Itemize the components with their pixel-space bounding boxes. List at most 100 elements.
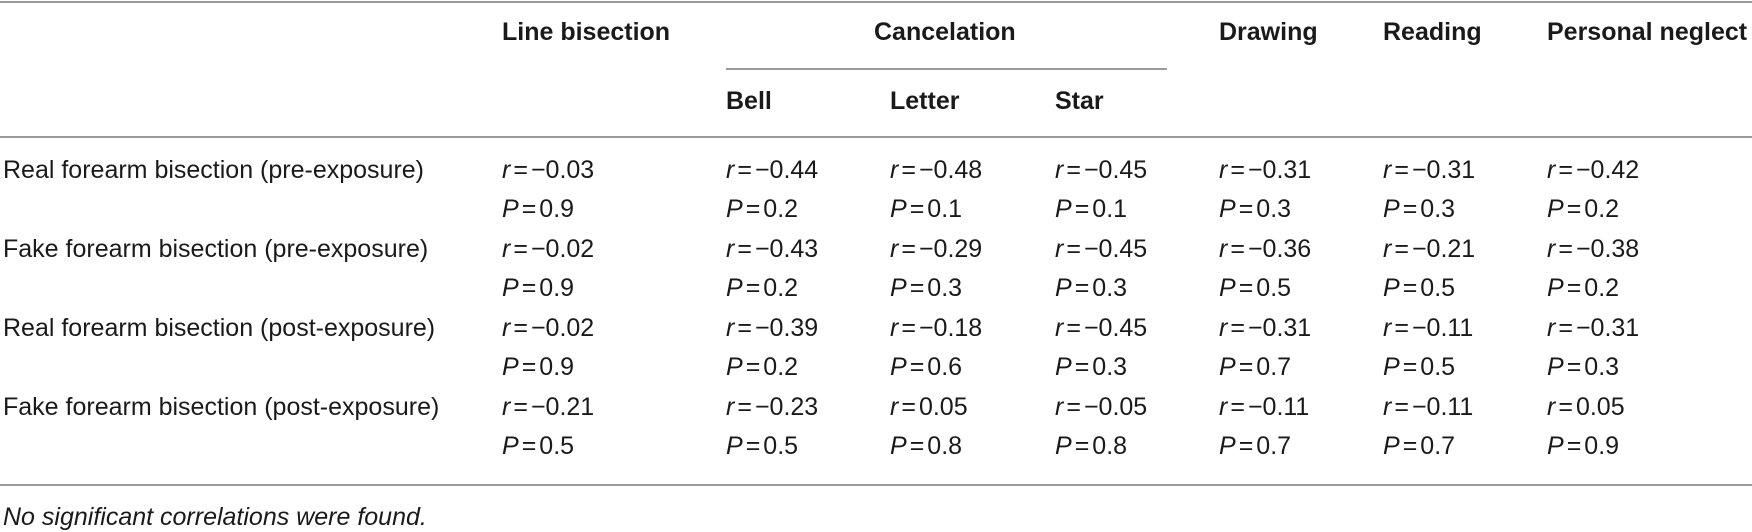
p-value: 0.8 (927, 432, 963, 460)
equals-sign: = (1230, 235, 1245, 263)
r-value: −0.45 (1083, 156, 1148, 184)
r-value: −0.18 (918, 314, 983, 342)
p-value: 0.3 (1256, 195, 1292, 223)
row-label: Fake forearm bisection (post-exposure) (3, 393, 440, 421)
p-symbol: P (1383, 432, 1400, 460)
p-value: 0.2 (1584, 195, 1620, 223)
p-symbol: P (1219, 195, 1236, 223)
p-value: 0.1 (927, 195, 963, 223)
column-header-bell: Bell (726, 87, 772, 115)
r-value: −0.38 (1575, 235, 1640, 263)
equals-sign: = (1402, 353, 1418, 381)
r-value-cell: r = −0.29 (890, 234, 982, 264)
equals-sign: = (1566, 353, 1582, 381)
r-symbol: r (1383, 314, 1392, 342)
p-value: 0.2 (763, 195, 799, 223)
equals-sign: = (521, 274, 537, 302)
r-symbol: r (890, 314, 899, 342)
p-value-cell: P = 0.3 (890, 273, 962, 303)
r-symbol: r (1219, 314, 1228, 342)
r-value: −0.21 (530, 393, 595, 421)
p-symbol: P (890, 432, 907, 460)
p-symbol: P (1383, 195, 1400, 223)
equals-sign: = (521, 353, 537, 381)
p-symbol: P (502, 353, 519, 381)
r-value-cell: r = −0.21 (502, 392, 594, 422)
r-symbol: r (890, 393, 899, 421)
p-symbol: P (726, 195, 743, 223)
r-symbol: r (1383, 156, 1392, 184)
p-value: 0.2 (1584, 274, 1620, 302)
r-symbol: r (726, 314, 735, 342)
p-symbol: P (502, 195, 519, 223)
equals-sign: = (1074, 432, 1090, 460)
p-value-cell: P = 0.9 (502, 194, 574, 224)
p-symbol: P (502, 274, 519, 302)
equals-sign: = (521, 195, 537, 223)
r-value-cell: r = −0.45 (1055, 313, 1147, 343)
r-value: −0.45 (1083, 235, 1148, 263)
p-value-cell: P = 0.7 (1219, 431, 1291, 461)
equals-sign: = (1402, 195, 1418, 223)
equals-sign: = (1238, 353, 1254, 381)
r-value-cell: r = −0.11 (1219, 392, 1309, 422)
p-symbol: P (1383, 274, 1400, 302)
p-value-cell: P = 0.5 (726, 431, 798, 461)
r-symbol: r (890, 156, 899, 184)
r-value-cell: r = −0.31 (1383, 155, 1475, 185)
p-value-cell: P = 0.9 (1547, 431, 1619, 461)
equals-sign: = (909, 353, 925, 381)
equals-sign: = (513, 393, 528, 421)
p-value-cell: P = 0.3 (1219, 194, 1291, 224)
p-value: 0.3 (927, 274, 963, 302)
r-value-cell: r = −0.03 (502, 155, 594, 185)
r-value: −0.11 (1411, 314, 1474, 342)
p-symbol: P (726, 274, 743, 302)
r-symbol: r (726, 235, 735, 263)
column-header-star: Star (1055, 87, 1104, 115)
p-value-cell: P = 0.3 (1383, 194, 1455, 224)
r-value: −0.05 (1083, 393, 1148, 421)
r-value-cell: r = −0.11 (1383, 313, 1473, 343)
p-symbol: P (890, 353, 907, 381)
r-value-cell: r = −0.02 (502, 313, 594, 343)
equals-sign: = (901, 156, 916, 184)
r-symbol: r (502, 156, 511, 184)
p-symbol: P (1547, 274, 1564, 302)
equals-sign: = (745, 195, 761, 223)
equals-sign: = (1558, 156, 1573, 184)
p-value-cell: P = 0.2 (726, 273, 798, 303)
p-value-cell: P = 0.3 (1547, 352, 1619, 382)
r-value-cell: r = −0.43 (726, 234, 818, 264)
r-value: −0.31 (1247, 156, 1312, 184)
p-value: 0.3 (1420, 195, 1456, 223)
p-symbol: P (1055, 195, 1072, 223)
equals-sign: = (1238, 274, 1254, 302)
p-value-cell: P = 0.7 (1219, 352, 1291, 382)
r-symbol: r (1547, 393, 1556, 421)
equals-sign: = (1230, 156, 1245, 184)
r-symbol: r (1055, 393, 1064, 421)
r-value: −0.23 (754, 393, 819, 421)
equals-sign: = (737, 314, 752, 342)
p-value-cell: P = 0.7 (1383, 431, 1455, 461)
equals-sign: = (1394, 235, 1409, 263)
p-symbol: P (1383, 353, 1400, 381)
r-symbol: r (1547, 156, 1556, 184)
r-symbol: r (1219, 393, 1228, 421)
equals-sign: = (513, 156, 528, 184)
p-value-cell: P = 0.8 (890, 431, 962, 461)
p-value: 0.9 (539, 195, 575, 223)
r-symbol: r (1055, 235, 1064, 263)
r-symbol: r (502, 393, 511, 421)
r-value-cell: r = −0.31 (1219, 313, 1311, 343)
p-symbol: P (1055, 432, 1072, 460)
equals-sign: = (1402, 432, 1418, 460)
equals-sign: = (1066, 393, 1081, 421)
r-value: −0.48 (918, 156, 983, 184)
table-top-rule (0, 1, 1752, 3)
equals-sign: = (737, 156, 752, 184)
r-value: −0.21 (1411, 235, 1476, 263)
equals-sign: = (737, 235, 752, 263)
equals-sign: = (1394, 393, 1409, 421)
